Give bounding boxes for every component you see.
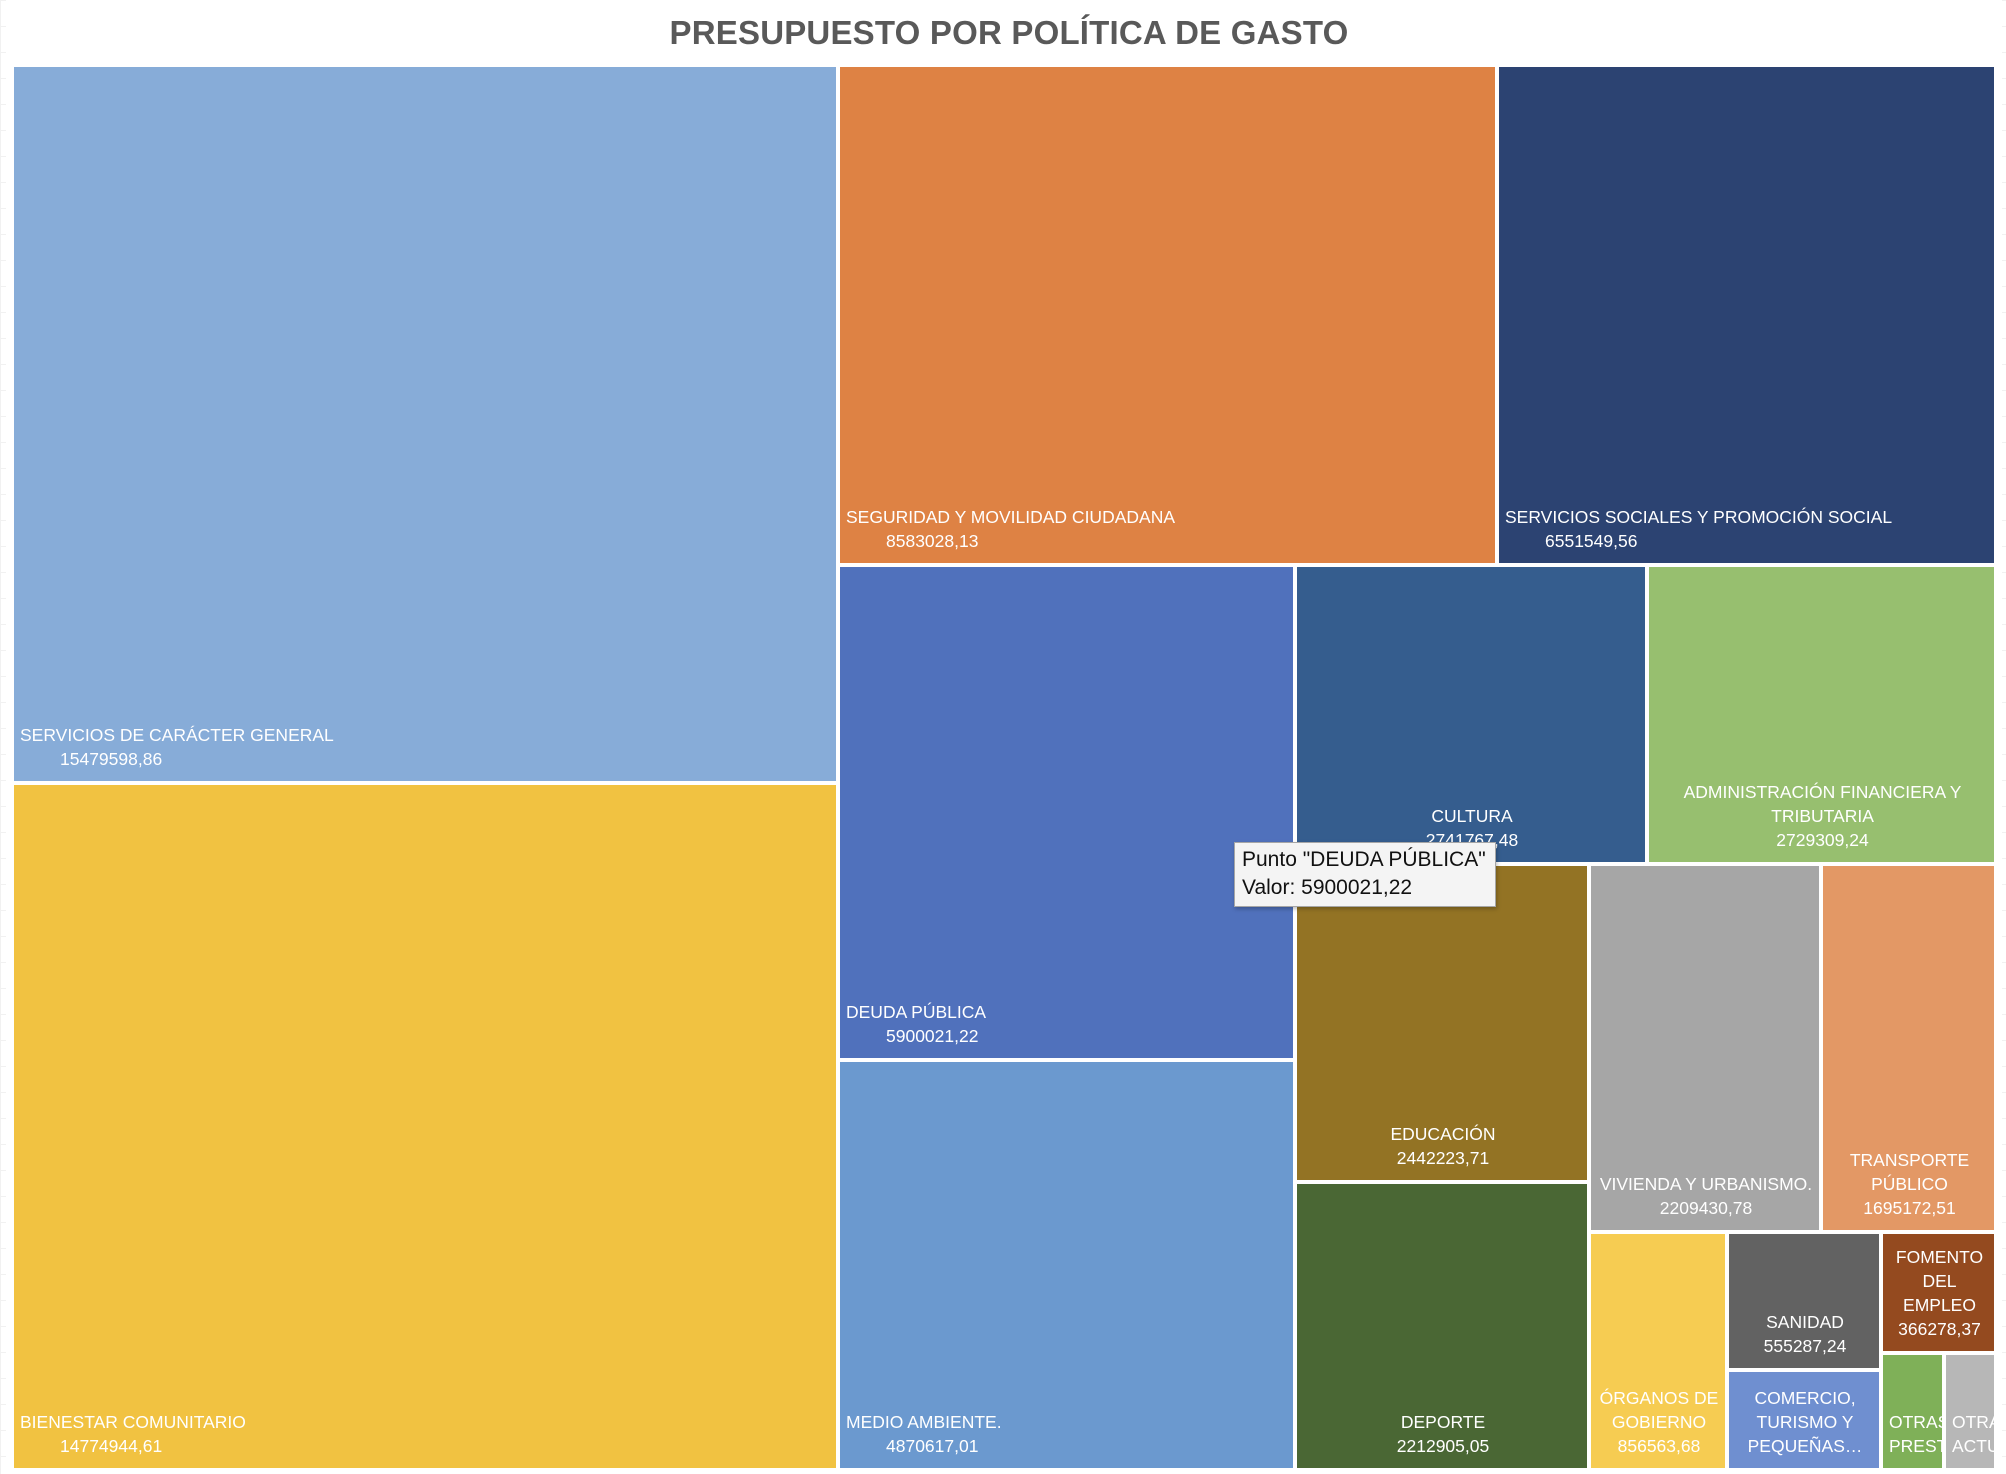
tile-label: ÓRGANOS DE GOBIERNO 856563,68: [1597, 1386, 1721, 1458]
tile-value-label: 14774944,61: [60, 1436, 163, 1456]
tile-value-label: 8583028,13: [886, 531, 979, 551]
treemap-tile-otras-actu[interactable]: OTRAS ACTU…: [1944, 1353, 1996, 1470]
tile-value-label: 15479598,86: [60, 749, 163, 769]
treemap-tile-vivienda-y-urbanismo[interactable]: VIVIENDA Y URBANISMO. 2209430,78: [1589, 864, 1821, 1232]
tile-value-label: 856563,68: [1617, 1436, 1701, 1456]
tooltip: Punto "DEUDA PÚBLICA" Valor: 5900021,22: [1234, 842, 1496, 907]
treemap-tile-administracion-financiera-y-tributaria[interactable]: ADMINISTRACIÓN FINANCIERA Y TRIBUTARIA 27…: [1647, 565, 1996, 864]
treemap-tile-servicios-de-caracter-general[interactable]: SERVICIOS DE CARÁCTER GENERAL 15479598,86: [12, 65, 838, 783]
tile-value-label: 4870617,01: [886, 1436, 979, 1456]
tile-category-label: ÓRGANOS DE GOBIERNO: [1599, 1388, 1719, 1432]
tile-category-label: ADMINISTRACIÓN FINANCIERA Y TRIBUTARIA: [1683, 782, 1962, 826]
treemap-tile-educacion[interactable]: EDUCACIÓN 2442223,71: [1295, 864, 1589, 1182]
tile-label: TRANSPORTE PÚBLICO 1695172,51: [1829, 1148, 1990, 1220]
treemap-tile-bienestar-comunitario[interactable]: BIENESTAR COMUNITARIO 14774944,61: [12, 783, 838, 1470]
treemap-tile-comercio-turismo-y-pequenas[interactable]: COMERCIO, TURISMO Y PEQUEÑAS…: [1727, 1370, 1881, 1470]
treemap-tile-servicios-sociales-y-promocion-social[interactable]: SERVICIOS SOCIALES Y PROMOCIÓN SOCIAL 655…: [1497, 65, 1996, 565]
tile-label: COMERCIO, TURISMO Y PEQUEÑAS…: [1735, 1386, 1875, 1458]
tile-category-label: COMERCIO, TURISMO Y PEQUEÑAS…: [1747, 1388, 1863, 1456]
tile-label: MEDIO AMBIENTE. 4870617,01: [846, 1410, 1289, 1458]
tile-category-label: SANIDAD: [1766, 1312, 1844, 1332]
tile-category-label: VIVIENDA Y URBANISMO.: [1599, 1174, 1813, 1194]
tile-label: DEPORTE 2212905,05: [1303, 1410, 1583, 1458]
tile-label: ADMINISTRACIÓN FINANCIERA Y TRIBUTARIA 27…: [1655, 780, 1990, 852]
tile-category-label: SERVICIOS SOCIALES Y PROMOCIÓN SOCIAL: [1505, 507, 1893, 527]
tile-category-label: OTRAS PRESTAC…: [1889, 1412, 1944, 1456]
tooltip-value: Valor: 5900021,22: [1242, 876, 1413, 899]
tile-value-label: 2729309,24: [1776, 830, 1869, 850]
tile-value-label: 555287,24: [1763, 1336, 1847, 1356]
tile-label: BIENESTAR COMUNITARIO 14774944,61: [20, 1410, 832, 1458]
chart-title: PRESUPUESTO POR POLÍTICA DE GASTO: [669, 14, 1349, 51]
treemap-tile-transporte-publico[interactable]: TRANSPORTE PÚBLICO 1695172,51: [1821, 864, 1996, 1232]
tile-label: OTRAS ACTU…: [1952, 1410, 1994, 1458]
tile-label: SERVICIOS SOCIALES Y PROMOCIÓN SOCIAL 655…: [1505, 505, 1990, 553]
tile-category-label: DEPORTE: [1400, 1412, 1486, 1432]
tile-value-label: 366278,37: [1898, 1319, 1981, 1339]
tile-label: DEUDA PÚBLICA 5900021,22: [846, 1000, 1289, 1048]
treemap-tile-cultura[interactable]: CULTURA 2741767,48: [1295, 565, 1647, 864]
tile-label: VIVIENDA Y URBANISMO. 2209430,78: [1597, 1172, 1815, 1220]
tile-value-label: 2212905,05: [1396, 1436, 1490, 1456]
treemap-tile-otras-prestac[interactable]: OTRAS PRESTAC…: [1881, 1353, 1944, 1470]
treemap-tile-seguridad-y-movilidad-ciudadana[interactable]: SEGURIDAD Y MOVILIDAD CIUDADANA 8583028,1…: [838, 65, 1497, 565]
treemap-tile-medio-ambiente[interactable]: MEDIO AMBIENTE. 4870617,01: [838, 1060, 1295, 1470]
tile-category-label: CULTURA: [1431, 806, 1513, 826]
tile-category-label: SERVICIOS DE CARÁCTER GENERAL: [20, 725, 334, 745]
chart-frame[interactable]: PRESUPUESTO POR POLÍTICA DE GASTO SERVIC…: [6, 0, 2002, 1474]
tooltip-point: Punto "DEUDA PÚBLICA": [1242, 848, 1486, 871]
tile-label: SEGURIDAD Y MOVILIDAD CIUDADANA 8583028,1…: [846, 505, 1491, 553]
tile-value-label: 6551549,56: [1545, 531, 1638, 551]
tile-value-label: 5900021,22: [886, 1026, 979, 1046]
treemap-tile-deporte[interactable]: DEPORTE 2212905,05: [1295, 1182, 1589, 1470]
tile-category-label: EDUCACIÓN: [1390, 1124, 1496, 1144]
tile-label: FOMENTO DEL EMPLEO 366278,37: [1889, 1245, 1990, 1341]
tile-category-label: FOMENTO DEL EMPLEO: [1895, 1247, 1984, 1315]
tile-value-label: 2209430,78: [1659, 1198, 1753, 1218]
tile-category-label: DEUDA PÚBLICA: [846, 1002, 987, 1022]
treemap-tile-sanidad[interactable]: SANIDAD 555287,24: [1727, 1232, 1881, 1370]
tile-category-label: BIENESTAR COMUNITARIO: [20, 1412, 246, 1432]
treemap-tile-organos-de-gobierno[interactable]: ÓRGANOS DE GOBIERNO 856563,68: [1589, 1232, 1727, 1470]
tile-category-label: MEDIO AMBIENTE.: [846, 1412, 1002, 1432]
tile-label: OTRAS PRESTAC…: [1889, 1410, 1944, 1458]
tile-category-label: SEGURIDAD Y MOVILIDAD CIUDADANA: [846, 507, 1176, 527]
treemap-tile-fomento-del-empleo[interactable]: FOMENTO DEL EMPLEO 366278,37: [1881, 1232, 1996, 1353]
tile-value-label: 2442223,71: [1396, 1148, 1490, 1168]
tile-label: SANIDAD 555287,24: [1735, 1310, 1875, 1358]
tile-label: EDUCACIÓN 2442223,71: [1303, 1122, 1583, 1170]
tile-label: SERVICIOS DE CARÁCTER GENERAL 15479598,86: [20, 723, 832, 771]
tile-category-label: OTRAS ACTU…: [1952, 1412, 1994, 1456]
tile-category-label: TRANSPORTE PÚBLICO: [1849, 1150, 1970, 1194]
treemap-tile-deuda-publica[interactable]: DEUDA PÚBLICA 5900021,22: [838, 565, 1295, 1060]
tile-value-label: 1695172,51: [1863, 1198, 1956, 1218]
